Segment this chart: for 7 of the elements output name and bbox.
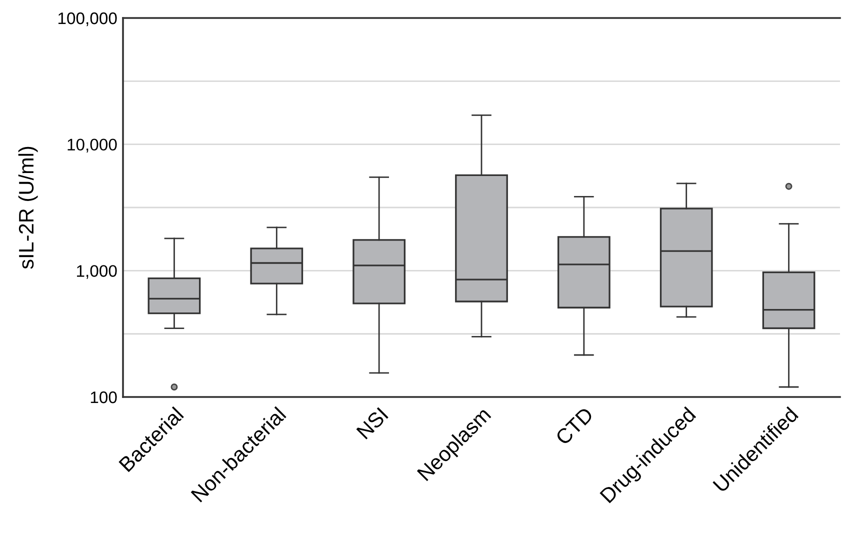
y-tick-label: 1,000: [77, 265, 117, 279]
x-tick-label: NSI: [356, 407, 389, 440]
y-tick-label: 100: [90, 391, 117, 404]
y-axis-title: sIL-2R (U/ml): [18, 146, 38, 269]
y-tick-label: 10,000: [68, 138, 117, 153]
y-tick-label: 100,000: [58, 12, 117, 26]
x-tick-label: CTD: [554, 406, 594, 446]
